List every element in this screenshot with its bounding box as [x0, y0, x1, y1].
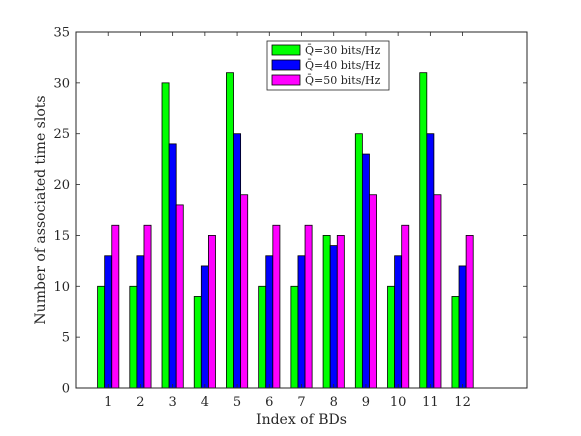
- bar: [369, 194, 377, 389]
- bar: [97, 285, 106, 389]
- x-axis-title: Index of BDs: [256, 412, 347, 428]
- x-tick-label: 11: [422, 395, 439, 410]
- legend-swatch: [271, 59, 301, 71]
- bar: [129, 285, 138, 389]
- bar: [193, 296, 202, 389]
- x-tick-label: 3: [169, 395, 177, 410]
- bar: [304, 224, 313, 389]
- y-tick-label: 0: [62, 382, 70, 397]
- bar: [451, 296, 460, 389]
- y-tick-label: 15: [53, 229, 70, 244]
- bar: [136, 255, 145, 389]
- x-tick-label: 10: [390, 395, 407, 410]
- x-tick-label: 12: [454, 395, 471, 410]
- bar: [419, 72, 428, 389]
- y-axis-title: Number of associated time slots: [33, 95, 49, 324]
- y-tick-label: 10: [53, 280, 70, 295]
- bar: [458, 265, 467, 389]
- x-tick-label: 2: [136, 395, 144, 410]
- bar: [104, 255, 113, 389]
- bar: [297, 255, 306, 389]
- y-tick-label: 25: [53, 127, 70, 142]
- bar: [361, 153, 370, 389]
- x-tick-label: 6: [265, 395, 273, 410]
- bar: [143, 224, 152, 389]
- bar: [200, 265, 209, 389]
- bar: [322, 235, 331, 389]
- bar: [329, 245, 338, 389]
- bar: [265, 255, 274, 389]
- bar: [354, 133, 363, 389]
- bar: [168, 143, 177, 389]
- x-tick-label: 4: [201, 395, 209, 410]
- bar: [226, 72, 234, 389]
- bar: [290, 285, 299, 389]
- legend-label: Q̄=30 bits/Hz: [305, 44, 381, 57]
- y-tick-label: 30: [53, 76, 70, 91]
- x-tick-label: 9: [362, 395, 370, 410]
- bar: [258, 285, 267, 389]
- x-tick-label: 5: [233, 395, 241, 410]
- bar: [465, 235, 474, 389]
- x-tick-label: 8: [330, 395, 338, 410]
- bar: [207, 235, 216, 389]
- x-tick-label: 1: [104, 395, 112, 410]
- bar: [387, 285, 396, 389]
- x-tick-label: 7: [297, 395, 305, 410]
- plot-frame: [75, 31, 528, 389]
- bar: [111, 224, 120, 389]
- bar: [161, 82, 170, 389]
- y-tick-label: 5: [62, 331, 70, 346]
- bar: [426, 133, 435, 389]
- legend-swatch: [271, 74, 301, 86]
- legend-label: Q̄=40 bits/Hz: [305, 59, 381, 72]
- y-tick-label: 35: [53, 26, 70, 41]
- legend: Q̄=30 bits/Hz Q̄=40 bits/Hz Q̄=50 bits/Hz: [266, 40, 390, 91]
- bar: [433, 194, 442, 389]
- legend-items: Q̄=30 bits/Hz Q̄=40 bits/Hz Q̄=50 bits/Hz: [271, 44, 381, 87]
- y-tick-label: 20: [53, 178, 70, 193]
- bar: [394, 255, 403, 389]
- legend-swatch: [271, 44, 301, 56]
- bar: [401, 224, 410, 389]
- bar: [272, 224, 281, 389]
- bar-group: [97, 72, 474, 389]
- bar: [175, 204, 184, 389]
- legend-label: Q̄=50 bits/Hz: [305, 74, 381, 87]
- bar: [336, 235, 345, 389]
- bar: [240, 194, 249, 389]
- bar: [233, 133, 242, 389]
